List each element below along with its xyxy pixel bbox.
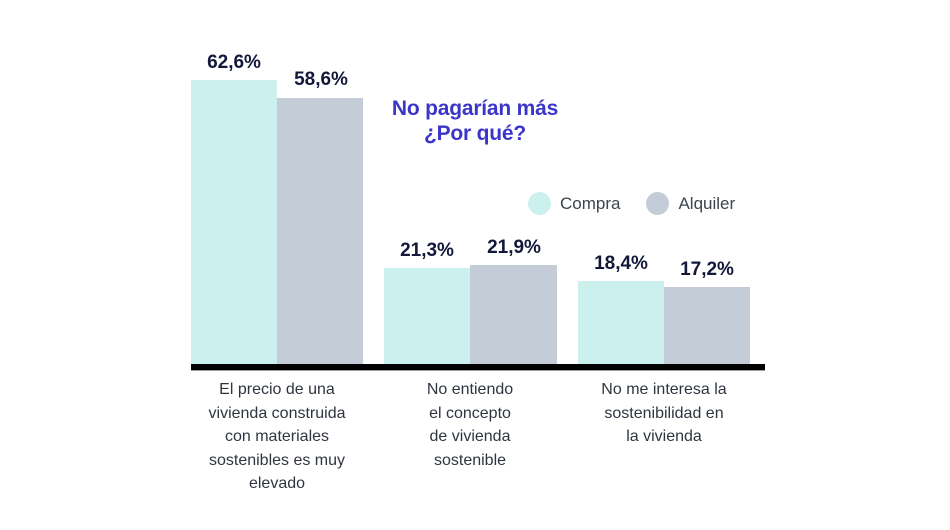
- chart-title-line-2: ¿Por qué?: [423, 122, 527, 145]
- value-label-alquiler-group-2: 21,9%: [487, 237, 541, 258]
- category-label-2-line-2: el concepto: [429, 404, 511, 422]
- chart-title-line-1: No pagarían más: [391, 97, 559, 120]
- x-axis-shadow: [191, 370, 765, 371]
- chart-title: No pagarían más ¿Por qué?: [275, 96, 675, 146]
- value-label-compra-group-2: 21,3%: [400, 240, 454, 261]
- category-label-1-line-4: sostenibles es muy: [208, 451, 346, 469]
- legend-dot-icon: [646, 192, 670, 215]
- category-label-1-line-1: El precio de una: [219, 381, 335, 398]
- legend-label-alquiler: Alquiler: [678, 193, 736, 213]
- bar-alquiler-group-2[interactable]: [470, 265, 557, 365]
- value-label-alquiler-group-1: 58,6%: [294, 69, 348, 90]
- category-label-2: No entiendo el concepto de vivienda sost…: [380, 378, 560, 472]
- x-axis-category-labels: El precio de una vivienda construida con…: [191, 378, 765, 518]
- legend-item-alquiler[interactable]: Alquiler: [646, 192, 735, 215]
- bar-compra-group-3[interactable]: [578, 281, 664, 365]
- value-label-compra-group-1: 62,6%: [207, 52, 261, 73]
- category-label-2-line-3: de vivienda: [429, 428, 511, 445]
- category-label-3-line-3: la vivienda: [626, 428, 702, 445]
- bar-alquiler-group-3[interactable]: [664, 287, 750, 365]
- chart-legend: Compra Alquiler: [528, 192, 735, 215]
- bar-compra-group-2[interactable]: [384, 268, 470, 365]
- category-label-1-line-2: vivienda construida: [208, 404, 346, 422]
- category-label-3-line-2: sostenibilidad en: [604, 404, 724, 422]
- legend-dot-icon: [528, 192, 551, 215]
- legend-item-compra[interactable]: Compra: [528, 192, 620, 215]
- bar-alquiler-group-1[interactable]: [277, 98, 363, 365]
- category-label-3: No me interesa la sostenibilidad en la v…: [574, 378, 754, 449]
- plot-area: 62,6% 58,6% 21,3% 21,9% 18,4% 17,2%: [191, 52, 765, 365]
- value-label-compra-group-3: 18,4%: [594, 253, 648, 274]
- x-axis-line: [191, 364, 765, 370]
- category-label-2-line-1: No entiendo: [426, 381, 514, 398]
- category-label-1-line-5: elevado: [248, 475, 306, 492]
- category-label-1-line-3: con materiales: [224, 428, 330, 445]
- category-label-3-line-1: No me interesa la: [601, 381, 727, 398]
- bar-compra-group-1[interactable]: [191, 80, 277, 365]
- category-label-2-line-4: sostenible: [433, 451, 507, 469]
- category-label-1: El precio de una vivienda construida con…: [187, 378, 367, 496]
- value-label-alquiler-group-3: 17,2%: [680, 259, 734, 280]
- legend-label-compra: Compra: [560, 193, 621, 213]
